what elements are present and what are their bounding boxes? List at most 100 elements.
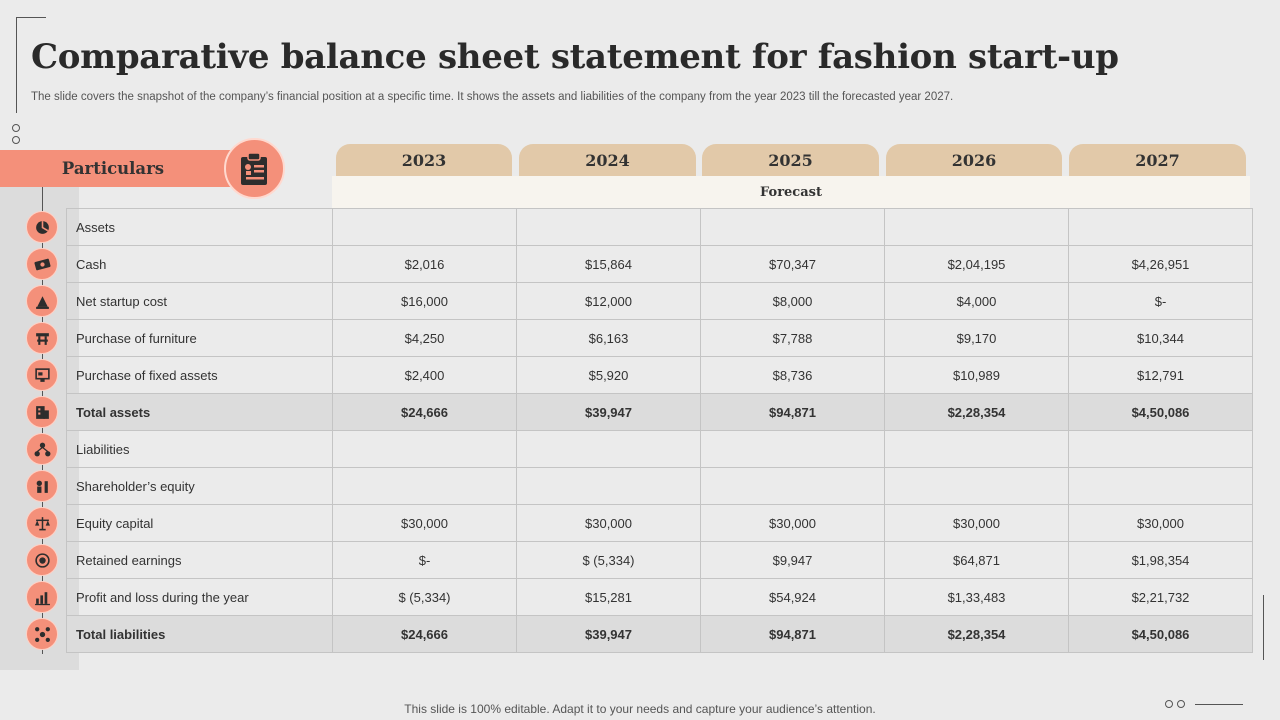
slide-subtitle: The slide covers the snapshot of the com… bbox=[31, 91, 954, 103]
liabilities-icon bbox=[26, 433, 58, 465]
cell-2024: $15,281 bbox=[516, 578, 701, 616]
particulars-label: Particulars bbox=[61, 159, 165, 178]
row-label: Cash bbox=[66, 245, 333, 283]
cell-2025 bbox=[700, 467, 885, 505]
slide-title: Comparative balance sheet statement for … bbox=[31, 37, 1119, 77]
particulars-header: Particulars bbox=[0, 150, 234, 187]
cell-2026 bbox=[884, 430, 1069, 468]
cell-2026: $64,871 bbox=[884, 541, 1069, 579]
cell-2023 bbox=[332, 430, 517, 468]
cell-2025: $9,947 bbox=[700, 541, 885, 579]
cell-2026: $30,000 bbox=[884, 504, 1069, 542]
cell-2026: $2,28,354 bbox=[884, 615, 1069, 653]
cell-2023: $ (5,334) bbox=[332, 578, 517, 616]
cell-2027: $4,26,951 bbox=[1068, 245, 1253, 283]
table-row: Retained earnings $- $ (5,334) $9,947 $64,87… bbox=[66, 541, 1253, 579]
year-tab-2024: 2024 bbox=[519, 144, 696, 177]
cell-2023 bbox=[332, 467, 517, 505]
cell-2024: $30,000 bbox=[516, 504, 701, 542]
table-row: Profit and loss during the year $ (5,334)… bbox=[66, 578, 1253, 616]
cell-2024 bbox=[516, 208, 701, 246]
furniture-icon bbox=[26, 322, 58, 354]
cell-2027: $2,21,732 bbox=[1068, 578, 1253, 616]
cell-2026: $1,33,483 bbox=[884, 578, 1069, 616]
row-label: Profit and loss during the year bbox=[66, 578, 333, 616]
cell-2026: $2,28,354 bbox=[884, 393, 1069, 431]
cell-2025: $94,871 bbox=[700, 393, 885, 431]
table-row: Purchase of furniture $4,250 $6,163 $7,788 $… bbox=[66, 319, 1253, 357]
footer-note: This slide is 100% editable. Adapt it to… bbox=[404, 702, 876, 716]
cell-2026 bbox=[884, 467, 1069, 505]
scale-icon bbox=[26, 507, 58, 539]
corner-decoration-horizontal bbox=[16, 17, 46, 18]
row-label: Equity capital bbox=[66, 504, 333, 542]
cell-2025 bbox=[700, 208, 885, 246]
row-label: Total assets bbox=[66, 393, 333, 431]
table-total-row: Total liabilities $24,666 $39,947 $94,871 $2… bbox=[66, 615, 1253, 653]
cell-2025: $8,736 bbox=[700, 356, 885, 394]
cell-2025: $94,871 bbox=[700, 615, 885, 653]
row-label: Retained earnings bbox=[66, 541, 333, 579]
earnings-icon bbox=[26, 544, 58, 576]
table-row: Equity capital $30,000 $30,000 $30,000 $30,0… bbox=[66, 504, 1253, 542]
row-label: Purchase of furniture bbox=[66, 319, 333, 357]
cell-2025: $7,788 bbox=[700, 319, 885, 357]
table-row: Shareholder’s equity bbox=[66, 467, 1253, 505]
total-liabilities-icon bbox=[26, 618, 58, 650]
cell-2027: $- bbox=[1068, 282, 1253, 320]
year-tab-2023: 2023 bbox=[336, 144, 512, 177]
cell-2023: $24,666 bbox=[332, 393, 517, 431]
cell-2027: $4,50,086 bbox=[1068, 615, 1253, 653]
balance-sheet-table: Assets Cash $2,016 $15,864 $70,347 $2,04,195 $… bbox=[66, 208, 1253, 653]
cell-2027 bbox=[1068, 430, 1253, 468]
cell-2026: $2,04,195 bbox=[884, 245, 1069, 283]
startup-rocket-icon bbox=[26, 285, 58, 317]
corner-decoration-bottom-right bbox=[1263, 595, 1264, 660]
table-row: Purchase of fixed assets $2,400 $5,920 $8,7… bbox=[66, 356, 1253, 394]
cell-2024 bbox=[516, 430, 701, 468]
row-label: Assets bbox=[66, 208, 333, 246]
cell-2024: $ (5,334) bbox=[516, 541, 701, 579]
table-row: Cash $2,016 $15,864 $70,347 $2,04,195 $4,26,9… bbox=[66, 245, 1253, 283]
forecast-band: Forecast bbox=[332, 176, 1250, 208]
corner-decoration-vertical bbox=[16, 17, 17, 113]
clipboard-icon bbox=[224, 138, 285, 199]
cell-2024 bbox=[516, 467, 701, 505]
cell-2023: $2,016 bbox=[332, 245, 517, 283]
decorative-dots-bottom-right bbox=[1165, 700, 1243, 708]
row-label: Liabilities bbox=[66, 430, 333, 468]
table-row: Assets bbox=[66, 208, 1253, 246]
cell-2024: $5,920 bbox=[516, 356, 701, 394]
table-row: Liabilities bbox=[66, 430, 1253, 468]
cell-2023 bbox=[332, 208, 517, 246]
cell-2026 bbox=[884, 208, 1069, 246]
cell-2024: $12,000 bbox=[516, 282, 701, 320]
cell-2024: $6,163 bbox=[516, 319, 701, 357]
cash-icon bbox=[26, 248, 58, 280]
year-tab-2026: 2026 bbox=[886, 144, 1062, 177]
forecast-label: Forecast bbox=[760, 184, 822, 200]
cell-2025: $8,000 bbox=[700, 282, 885, 320]
shareholder-icon bbox=[26, 470, 58, 502]
row-label: Purchase of fixed assets bbox=[66, 356, 333, 394]
cell-2025: $30,000 bbox=[700, 504, 885, 542]
cell-2024: $39,947 bbox=[516, 393, 701, 431]
cell-2024: $39,947 bbox=[516, 615, 701, 653]
cell-2027: $30,000 bbox=[1068, 504, 1253, 542]
cell-2027 bbox=[1068, 208, 1253, 246]
table-total-row: Total assets $24,666 $39,947 $94,871 $2,28,3… bbox=[66, 393, 1253, 431]
cell-2025: $70,347 bbox=[700, 245, 885, 283]
cell-2023: $2,400 bbox=[332, 356, 517, 394]
cell-2027: $1,98,354 bbox=[1068, 541, 1253, 579]
year-tab-2027: 2027 bbox=[1069, 144, 1246, 177]
cell-2023: $16,000 bbox=[332, 282, 517, 320]
row-label: Net startup cost bbox=[66, 282, 333, 320]
cell-2023: $24,666 bbox=[332, 615, 517, 653]
decorative-dots-left bbox=[12, 124, 20, 148]
cell-2027: $4,50,086 bbox=[1068, 393, 1253, 431]
cell-2027: $12,791 bbox=[1068, 356, 1253, 394]
cell-2023: $30,000 bbox=[332, 504, 517, 542]
cell-2027: $10,344 bbox=[1068, 319, 1253, 357]
fixed-assets-icon bbox=[26, 359, 58, 391]
cell-2027 bbox=[1068, 467, 1253, 505]
